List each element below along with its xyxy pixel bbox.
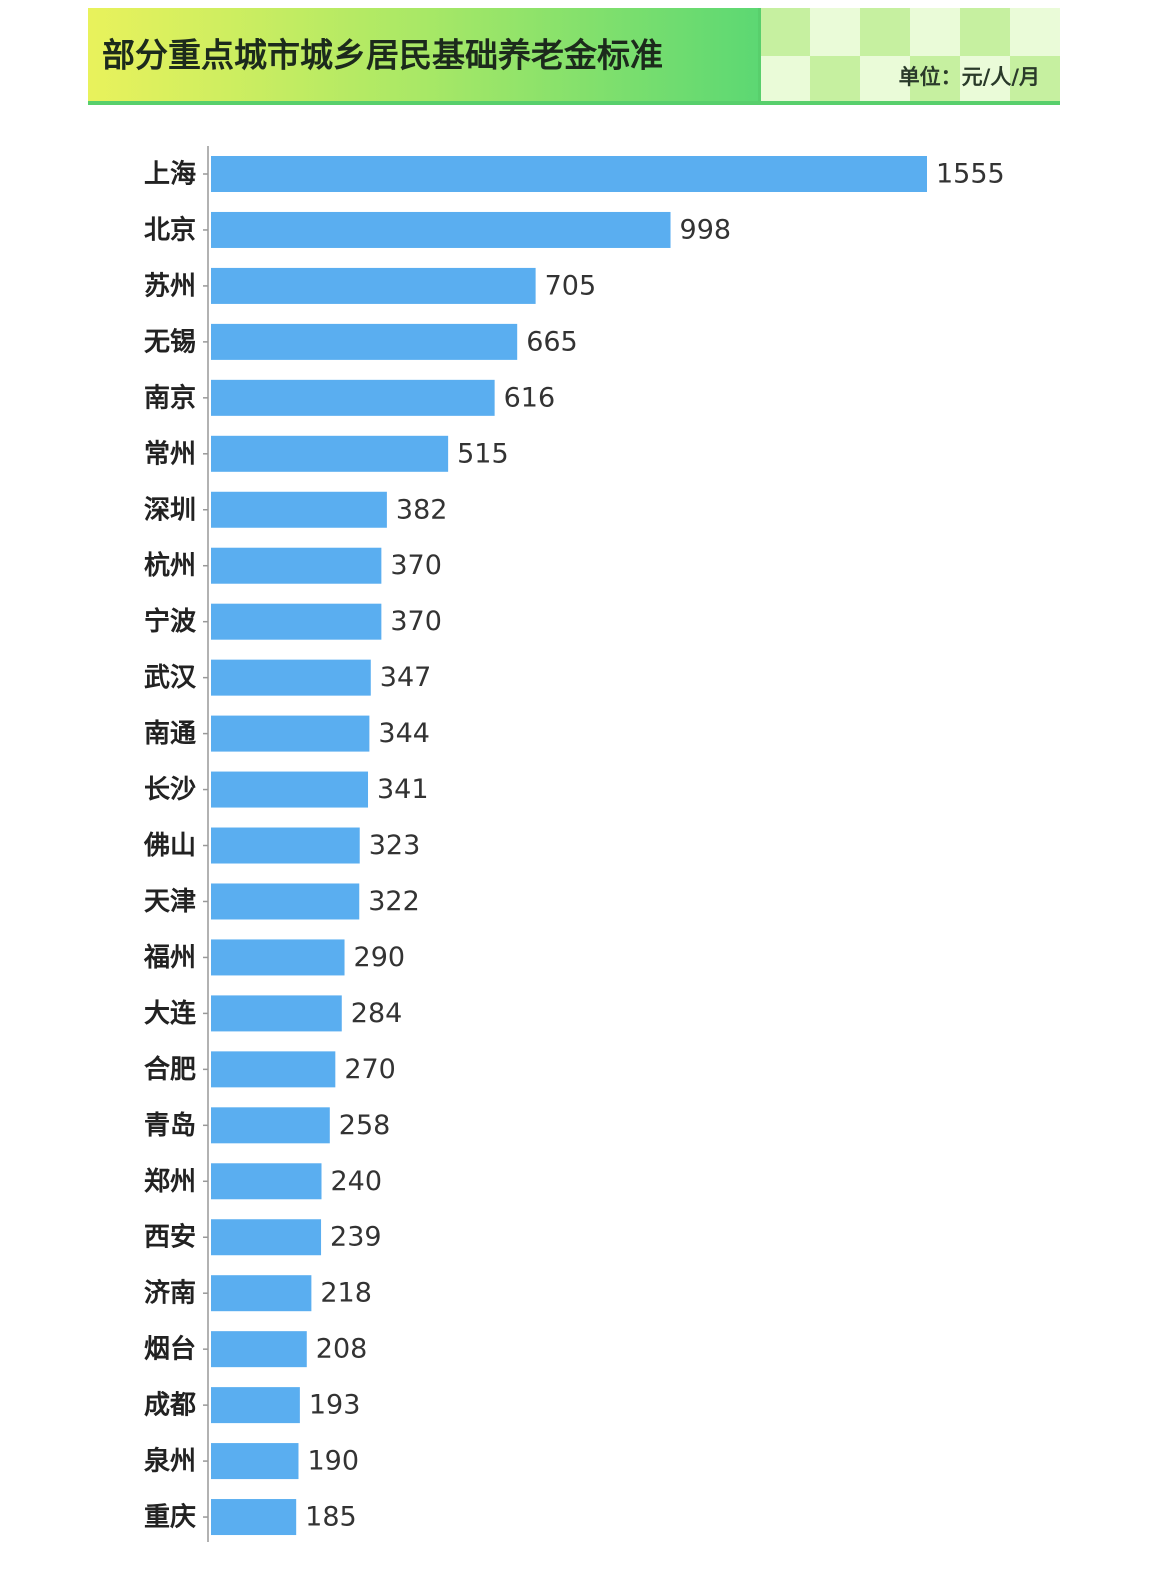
value-label: 284 [351,998,403,1029]
value-label: 382 [396,494,448,525]
category-label: 合肥 [144,1054,196,1085]
category-label: 武汉 [144,663,197,693]
category-label: 郑州 [144,1167,196,1197]
bar [211,659,371,696]
bar [211,603,382,640]
bar [211,1499,297,1536]
bar [211,379,495,416]
pattern-background [760,8,1060,104]
value-label: 240 [331,1166,383,1197]
value-label: 998 [680,214,732,245]
category-label: 南通 [144,719,196,749]
bar [211,1275,312,1312]
category-label: 成都 [144,1391,196,1421]
unit-label: 单位：元/人/月 [899,65,1040,89]
value-label: 705 [545,270,597,301]
category-label: 深圳 [144,495,196,525]
category-label: 上海 [144,160,196,190]
bar [211,435,449,472]
value-label: 347 [380,662,432,693]
banner-border [88,101,1060,105]
category-label: 天津 [144,887,196,917]
category-label: 西安 [144,1223,196,1253]
banner: 部分重点城市城乡居民基础养老金标准 单位：元/人/月 [88,8,1060,105]
banner-divider [758,8,761,104]
bar [211,995,342,1032]
category-label: 宁波 [144,606,197,637]
value-label: 323 [369,830,421,861]
category-label: 福州 [143,943,196,973]
bar [211,156,927,192]
bar [211,267,536,304]
bar [211,1219,322,1256]
chart-title: 部分重点城市城乡居民基础养老金标准 [102,36,663,75]
bar [211,1163,322,1200]
category-label: 青岛 [144,1110,196,1141]
category-label: 苏州 [144,271,196,301]
bar [211,1107,330,1144]
value-label: 322 [368,886,420,917]
bar [211,827,360,864]
value-label: 370 [390,606,442,637]
value-label: 1555 [936,159,1005,190]
category-label: 常州 [144,439,196,469]
title-background [88,8,760,104]
category-label: 重庆 [144,1502,196,1533]
value-label: 665 [526,326,578,357]
value-label: 218 [320,1278,372,1309]
bar [211,1051,336,1088]
bar [211,1443,299,1480]
value-label: 258 [339,1110,391,1141]
value-label: 616 [504,382,556,413]
value-label: 515 [457,438,509,469]
category-label: 杭州 [144,550,196,581]
value-label: 370 [390,550,442,581]
value-label: 290 [354,942,406,973]
value-label: 190 [307,1446,359,1477]
bar [211,491,387,528]
category-label: 佛山 [143,831,196,861]
bar [211,771,369,808]
bar [211,1331,307,1368]
category-label: 南京 [144,382,196,413]
value-label: 193 [309,1390,361,1421]
category-label: 无锡 [144,327,196,357]
bar [211,547,382,584]
value-label: 185 [305,1502,357,1533]
bar [211,939,345,976]
category-label: 泉州 [144,1446,196,1477]
bar [211,715,370,752]
bar [211,211,671,248]
category-label: 北京 [144,214,196,245]
bar [211,323,518,360]
value-label: 239 [330,1222,382,1253]
value-label: 208 [316,1334,368,1365]
bar [211,1387,300,1424]
value-label: 270 [344,1054,396,1085]
category-label: 济南 [144,1279,196,1309]
category-label: 长沙 [144,775,196,805]
value-label: 341 [377,774,429,805]
value-label: 344 [378,718,430,749]
category-label: 烟台 [144,1334,196,1365]
bar [211,883,360,920]
category-label: 大连 [144,999,197,1029]
